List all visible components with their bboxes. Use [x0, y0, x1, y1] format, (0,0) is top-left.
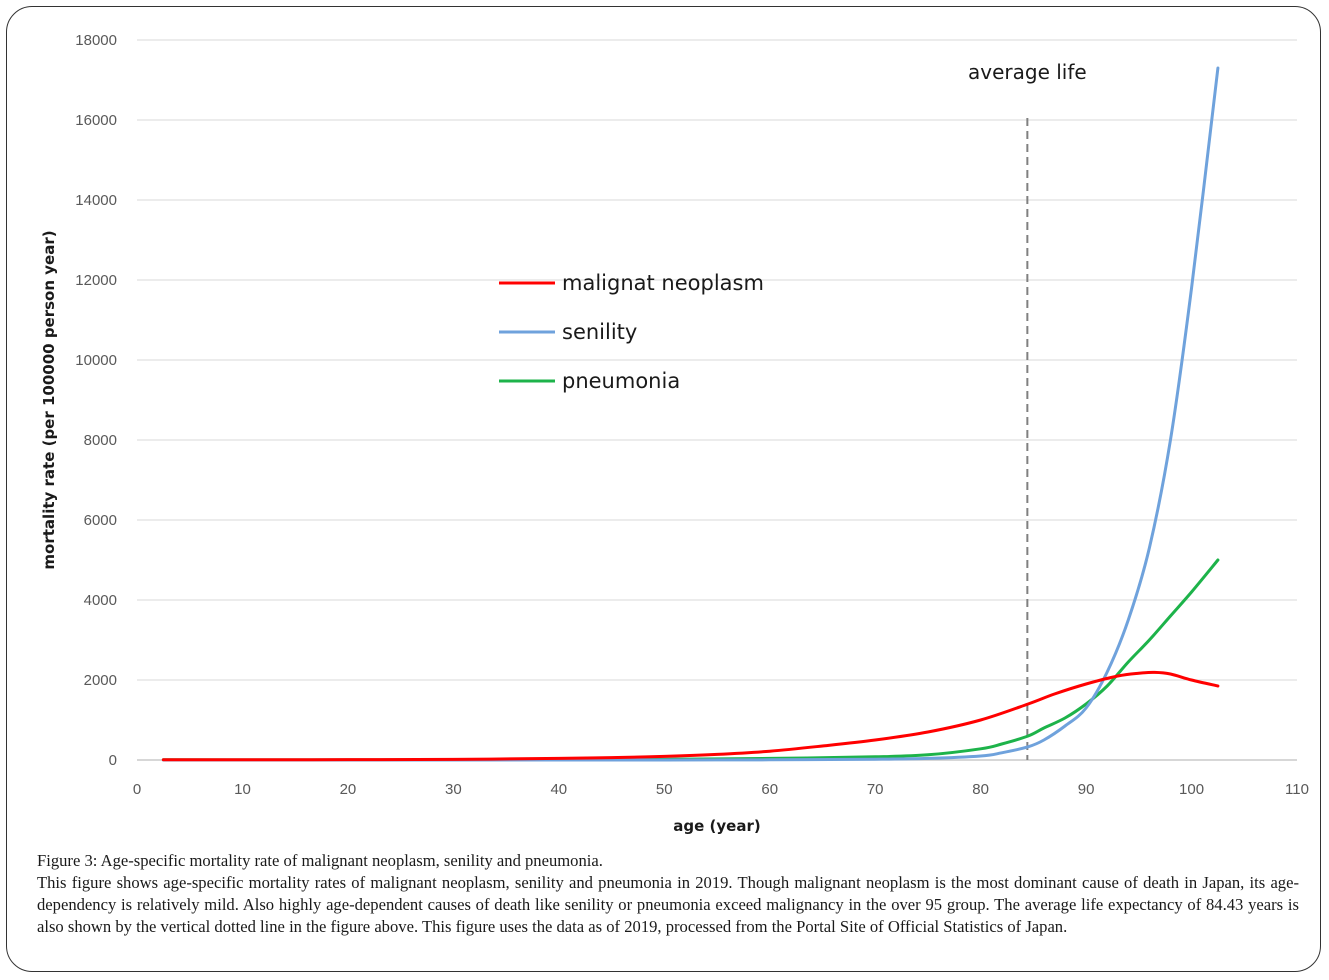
y-axis-title: mortality rate (per 100000 person year)	[40, 230, 58, 569]
x-tick-label: 40	[550, 781, 567, 798]
x-tick-label: 30	[445, 781, 462, 798]
y-tick-label: 0	[109, 752, 117, 769]
annotations: average life	[968, 60, 1087, 760]
x-tick-label: 100	[1179, 781, 1204, 798]
series-line-malignat-neoplasm	[161, 670, 1220, 762]
y-tick-label: 16000	[75, 112, 117, 129]
x-tick-label: 80	[972, 781, 989, 798]
caption-title: Figure 3: Age-specific mortality rate of…	[37, 851, 603, 870]
y-tick-label: 12000	[75, 272, 117, 289]
y-tick-label: 8000	[84, 432, 117, 449]
mortality-chart: 0 2000 4000 6000 8000 10000 12000 14000 16000 180…	[40, 32, 1309, 835]
legend-label-senility: senility	[562, 320, 637, 344]
x-tick-label: 10	[234, 781, 251, 798]
series-lines	[161, 66, 1220, 762]
y-tick-label: 10000	[75, 352, 117, 369]
x-tick-label: 50	[656, 781, 673, 798]
legend-label-pneumonia: pneumonia	[562, 369, 680, 393]
series-line-senility	[161, 66, 1220, 762]
x-axis-title: age (year)	[673, 817, 760, 835]
x-tick-label: 60	[761, 781, 778, 798]
y-tick-label: 2000	[84, 672, 117, 689]
figure-caption: Figure 3: Age-specific mortality rate of…	[37, 850, 1299, 938]
y-tick-label: 14000	[75, 192, 117, 209]
x-tick-label: 0	[133, 781, 141, 798]
x-tick-label: 110	[1285, 781, 1309, 798]
x-tick-label: 20	[340, 781, 357, 798]
x-tick-label: 90	[1078, 781, 1095, 798]
x-tick-label: 70	[867, 781, 884, 798]
average-life-label: average life	[968, 60, 1087, 84]
legend: malignat neoplasm senility pneumonia	[499, 271, 764, 393]
axes: 0 2000 4000 6000 8000 10000 12000 14000 16000 180…	[75, 32, 1309, 798]
gridlines	[137, 39, 1297, 681]
y-tick-label: 6000	[84, 512, 117, 529]
legend-label-malignat-neoplasm: malignat neoplasm	[562, 271, 764, 295]
y-tick-label: 18000	[75, 32, 117, 49]
caption-body: This figure shows age-specific mortality…	[37, 873, 1299, 936]
y-tick-label: 4000	[84, 592, 117, 609]
figure-frame	[6, 6, 1321, 972]
